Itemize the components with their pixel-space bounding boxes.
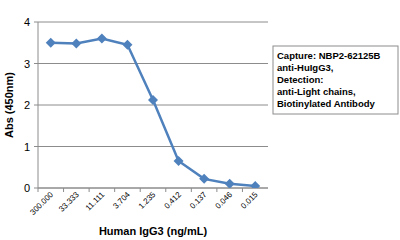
- x-tick: [63, 188, 64, 192]
- x-tick-label: 33.333: [57, 190, 81, 214]
- x-tick-label: 3.704: [111, 190, 132, 211]
- y-tick: [34, 146, 38, 147]
- x-tick-label: 1.235: [137, 190, 158, 211]
- y-tick: [34, 22, 38, 23]
- x-tick-label: 0.137: [188, 190, 209, 211]
- y-axis-label: Abs (450nm): [3, 72, 15, 138]
- x-tick: [242, 188, 243, 192]
- y-tick: [34, 105, 38, 106]
- annotation-text: anti-HuIgG3,: [277, 62, 333, 73]
- annotation-text: Biotinylated Antibody: [277, 98, 376, 109]
- marker: [148, 95, 158, 105]
- y-axis: [38, 22, 39, 188]
- annotation-box: [273, 46, 398, 114]
- marker: [71, 39, 81, 49]
- x-tick: [38, 188, 39, 192]
- grid-line: [38, 22, 268, 23]
- marker: [46, 38, 56, 48]
- annotation-text: Capture: NBP2-62125B: [277, 50, 381, 61]
- grid-line: [38, 188, 268, 189]
- x-tick: [114, 188, 115, 192]
- y-tick-label: 2: [24, 99, 30, 111]
- x-axis: [38, 188, 268, 189]
- marker: [199, 174, 209, 184]
- x-tick: [216, 188, 217, 192]
- line: [51, 39, 255, 186]
- grid-line: [38, 146, 268, 147]
- x-tick: [165, 188, 166, 192]
- y-tick: [34, 63, 38, 64]
- x-tick-label: 11.111: [84, 190, 107, 213]
- y-tick-label: 0: [24, 182, 30, 194]
- marker: [97, 34, 107, 44]
- x-tick-label: 0.412: [162, 190, 183, 211]
- y-tick-label: 4: [24, 16, 30, 28]
- y-tick-label: 1: [24, 141, 30, 153]
- marker: [174, 156, 184, 166]
- annotation-text: anti-Light chains,: [277, 86, 356, 97]
- x-tick: [191, 188, 192, 192]
- x-tick-label: 300.000: [28, 190, 55, 217]
- x-tick-label: 0.046: [214, 190, 235, 211]
- chart: 01234300.00033.33311.1113.7041.2350.4120…: [0, 0, 400, 240]
- x-tick-label: 0.015: [239, 190, 260, 211]
- x-tick: [140, 188, 141, 192]
- series: [46, 34, 260, 188]
- y-tick: [34, 188, 38, 189]
- grid-line: [38, 63, 268, 64]
- x-axis-label: Human IgG3 (ng/mL): [99, 225, 208, 237]
- x-tick: [89, 188, 90, 192]
- annotation-text: Detection:: [277, 74, 323, 85]
- marker: [225, 179, 235, 188]
- y-tick-label: 3: [24, 58, 30, 70]
- marker: [122, 40, 132, 50]
- marker: [250, 181, 260, 188]
